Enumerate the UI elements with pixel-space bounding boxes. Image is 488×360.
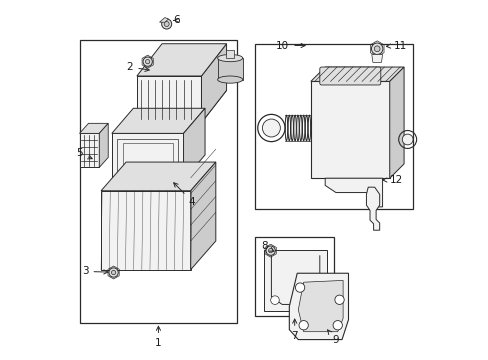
Circle shape [373, 46, 379, 51]
Bar [217, 58, 242, 80]
Text: 8: 8 [261, 241, 273, 251]
Circle shape [334, 295, 344, 305]
Text: 6: 6 [173, 15, 180, 26]
Circle shape [371, 43, 382, 54]
Polygon shape [80, 134, 99, 167]
Circle shape [162, 19, 171, 29]
Polygon shape [112, 134, 183, 180]
Bar [122, 143, 172, 170]
Polygon shape [389, 67, 403, 178]
Polygon shape [101, 191, 190, 270]
Text: 10: 10 [276, 41, 305, 50]
Polygon shape [112, 108, 204, 134]
Polygon shape [371, 54, 382, 62]
Bar [255, 237, 333, 316]
Text: 5: 5 [76, 148, 92, 159]
Circle shape [402, 134, 412, 145]
Polygon shape [137, 90, 226, 123]
Text: 7: 7 [291, 319, 297, 341]
Polygon shape [137, 44, 226, 76]
Circle shape [111, 270, 116, 275]
FancyBboxPatch shape [319, 67, 380, 85]
Circle shape [268, 248, 272, 253]
Bar [80, 40, 237, 323]
Bar [225, 50, 234, 58]
Polygon shape [298, 280, 343, 332]
Circle shape [265, 246, 275, 255]
Circle shape [295, 283, 304, 292]
Text: 4: 4 [173, 183, 195, 207]
Polygon shape [289, 273, 348, 339]
Polygon shape [310, 81, 389, 178]
Circle shape [298, 320, 308, 330]
Text: 12: 12 [382, 175, 402, 185]
Polygon shape [183, 108, 204, 180]
Bar [255, 44, 412, 209]
Circle shape [262, 119, 280, 137]
Polygon shape [80, 123, 108, 134]
Polygon shape [99, 123, 108, 167]
Text: 9: 9 [327, 330, 338, 345]
Circle shape [332, 320, 342, 330]
Polygon shape [325, 178, 382, 207]
Polygon shape [159, 18, 168, 22]
Text: 3: 3 [81, 266, 108, 276]
Polygon shape [366, 187, 379, 230]
Bar [264, 250, 326, 311]
Polygon shape [137, 76, 201, 123]
Ellipse shape [217, 76, 242, 83]
Text: 2: 2 [126, 62, 149, 72]
Polygon shape [101, 162, 215, 191]
Circle shape [109, 268, 118, 277]
Circle shape [164, 22, 169, 27]
Polygon shape [190, 162, 215, 270]
Circle shape [142, 57, 152, 66]
Circle shape [312, 297, 319, 304]
Bar [117, 139, 178, 175]
Circle shape [145, 59, 149, 64]
Circle shape [270, 296, 279, 305]
Polygon shape [310, 67, 403, 81]
Text: 1: 1 [155, 326, 162, 348]
Text: 11: 11 [386, 41, 406, 50]
Ellipse shape [217, 54, 242, 62]
Polygon shape [201, 44, 226, 123]
